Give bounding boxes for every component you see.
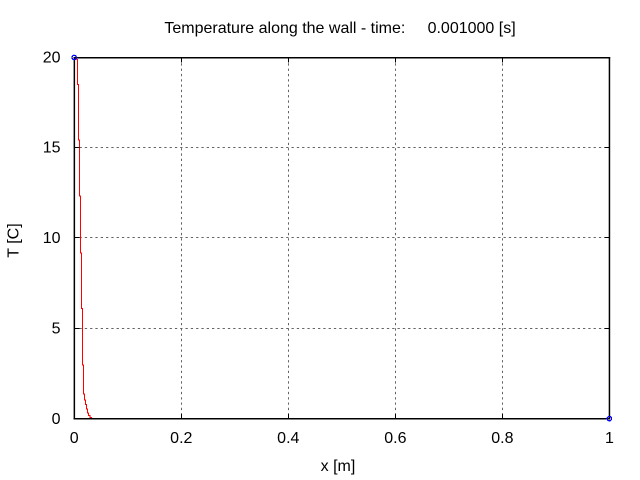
- svg-text:5: 5: [52, 321, 61, 338]
- svg-text:1: 1: [605, 430, 614, 447]
- svg-text:0.8: 0.8: [491, 430, 513, 447]
- svg-text:0.4: 0.4: [277, 430, 299, 447]
- svg-text:10: 10: [43, 230, 61, 247]
- svg-text:0: 0: [70, 430, 79, 447]
- svg-text:15: 15: [43, 140, 61, 157]
- svg-text:0: 0: [52, 411, 61, 428]
- svg-text:0.2: 0.2: [170, 430, 192, 447]
- svg-text:Temperature along the wall - t: Temperature along the wall - time: 0.001…: [164, 20, 515, 37]
- svg-text:20: 20: [43, 49, 61, 66]
- svg-text:0.6: 0.6: [384, 430, 406, 447]
- svg-text:T [C]: T [C]: [6, 223, 23, 257]
- svg-text:x [m]: x [m]: [321, 458, 356, 475]
